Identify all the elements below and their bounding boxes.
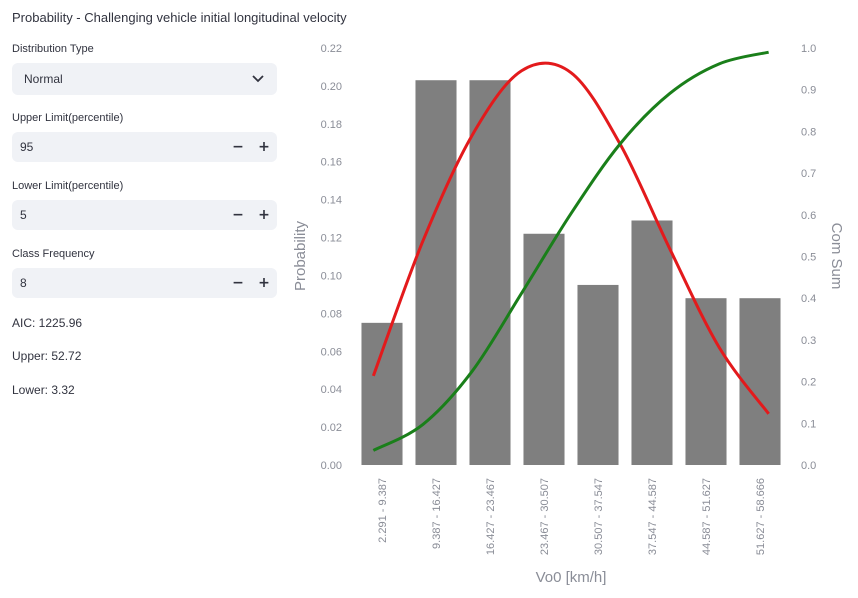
y2-tick-label: 0.7 (801, 168, 816, 180)
bar (361, 322, 403, 465)
lower-limit-increment-button[interactable]: + (251, 200, 277, 230)
class-frequency-input[interactable] (12, 267, 225, 299)
bar (577, 284, 619, 465)
x-tick-label: 9.387 - 16.427 (431, 478, 443, 549)
y2-tick-label: 0.4 (801, 293, 816, 305)
y-tick-label: 0.04 (321, 384, 342, 396)
y-tick-label: 0.14 (321, 195, 342, 207)
x-tick-label: 23.467 - 30.507 (539, 478, 551, 555)
y2-tick-label: 0.6 (801, 210, 816, 222)
lower-limit-decrement-button[interactable]: − (225, 200, 251, 230)
upper-limit-stepper: − + (12, 131, 277, 163)
y-tick-label: 0.00 (321, 460, 342, 472)
distribution-type-value: Normal (24, 72, 63, 86)
bar (469, 80, 511, 466)
y-tick-label: 0.22 (321, 43, 342, 55)
cdf-line (372, 50, 769, 452)
chevron-down-icon (251, 72, 265, 86)
y2-tick-label: 0.1 (801, 418, 816, 430)
lower-limit-stepper: − + (12, 199, 277, 231)
y-tick-label: 0.02 (321, 422, 342, 434)
y-tick-label: 0.08 (321, 308, 342, 320)
upper-limit-decrement-button[interactable]: − (225, 132, 251, 162)
y2-tick-label: 0.2 (801, 377, 816, 389)
lower-value: Lower: 3.32 (12, 383, 75, 397)
x-tick-label: 37.547 - 44.587 (647, 478, 659, 555)
bar (685, 298, 727, 465)
y-tick-label: 0.12 (321, 233, 342, 245)
x-tick-label: 51.627 - 58.666 (755, 478, 767, 555)
x-axis-label: Vo0 [km/h] (536, 569, 607, 586)
lower-limit-label: Lower Limit(percentile) (12, 180, 124, 192)
y2-tick-label: 0.5 (801, 252, 816, 264)
x-tick-label: 2.291 - 9.387 (377, 478, 389, 543)
y2-tick-label: 0.9 (801, 85, 816, 97)
upper-limit-input[interactable] (12, 131, 225, 163)
bar (631, 220, 673, 465)
pdf-line (371, 61, 770, 415)
bar (415, 80, 457, 466)
y2-tick-label: 0.0 (801, 460, 816, 472)
upper-value: Upper: 52.72 (12, 349, 82, 363)
bar (523, 233, 565, 465)
upper-limit-increment-button[interactable]: + (251, 132, 277, 162)
class-frequency-stepper: − + (12, 267, 277, 299)
y-tick-label: 0.18 (321, 119, 342, 131)
y2-tick-label: 0.3 (801, 335, 816, 347)
upper-limit-label: Upper Limit(percentile) (12, 112, 124, 124)
y-tick-label: 0.16 (321, 157, 342, 169)
distribution-type-select[interactable]: Normal (12, 63, 277, 95)
lower-limit-input[interactable] (12, 199, 225, 231)
page-title: Probability - Challenging vehicle initia… (12, 10, 347, 25)
x-tick-label: 44.587 - 51.627 (701, 478, 713, 555)
y-tick-label: 0.10 (321, 270, 342, 282)
x-tick-label: 30.507 - 37.547 (593, 478, 605, 555)
y-axis-label: Probability (292, 220, 309, 291)
distribution-type-label: Distribution Type (12, 43, 94, 55)
y-tick-label: 0.20 (321, 81, 342, 93)
bar (739, 298, 781, 465)
class-frequency-label: Class Frequency (12, 248, 95, 260)
class-frequency-decrement-button[interactable]: − (225, 268, 251, 298)
y2-axis-label: Com Sum (828, 223, 845, 290)
class-frequency-increment-button[interactable]: + (251, 268, 277, 298)
y2-tick-label: 0.8 (801, 126, 816, 138)
y2-tick-label: 1.0 (801, 43, 816, 55)
x-tick-label: 16.427 - 23.467 (485, 478, 497, 555)
aic-value: AIC: 1225.96 (12, 316, 83, 330)
y-tick-label: 0.06 (321, 346, 342, 358)
